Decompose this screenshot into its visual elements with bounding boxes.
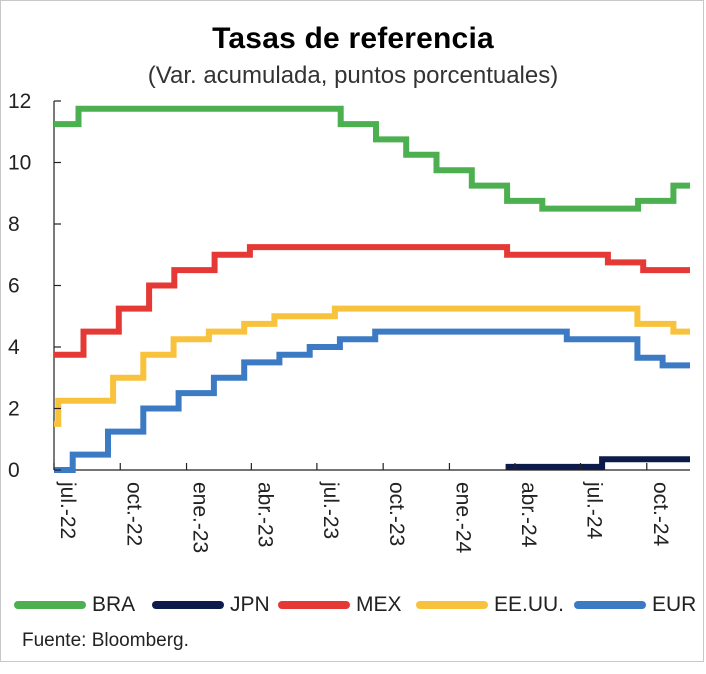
legend-label: JPN: [230, 593, 270, 616]
chart-frame: [0, 0, 704, 662]
legend-swatch: [152, 601, 224, 609]
y-tick-label: 4: [8, 336, 20, 359]
legend-item-jpn: JPN: [152, 590, 270, 620]
legend-swatch: [574, 601, 646, 609]
chart-legend: BRA JPN MEX EE.UU. EUR: [14, 590, 704, 620]
x-tick-label: abr.-23: [253, 482, 276, 547]
x-tick-label: abr.-24: [517, 482, 540, 548]
x-tick-label: ene.-24: [451, 482, 474, 554]
x-tick-label: ene.-23: [189, 482, 212, 553]
legend-item-eur: EUR: [574, 590, 696, 620]
y-tick-label: 2: [8, 398, 20, 421]
series-line-eur: [54, 328, 690, 473]
legend-item-bra: BRA: [14, 590, 135, 620]
series-line-eeuu: [54, 305, 690, 427]
legend-label: BRA: [92, 593, 136, 616]
legend-label: MEX: [356, 593, 402, 616]
y-tick-label: 10: [8, 152, 31, 175]
legend-label: EUR: [652, 593, 697, 616]
legend-item-eeuu: EE.UU.: [416, 590, 564, 620]
y-tick-label: 0: [8, 459, 20, 482]
x-tick-label: oct.-23: [385, 482, 408, 546]
legend-swatch: [14, 601, 86, 609]
legend-swatch: [278, 601, 350, 609]
legend-item-mex: MEX: [278, 590, 402, 620]
x-tick-label: oct.-24: [649, 482, 672, 547]
x-tick-label: jul.-24: [583, 481, 606, 540]
series-line-bra: [54, 105, 690, 212]
y-tick-label: 8: [8, 213, 20, 236]
legend-label: EE.UU.: [494, 593, 565, 616]
y-axis-ticks: 0 2 4 6 8 10 12: [8, 90, 61, 482]
chart-series: [54, 105, 690, 473]
legend-swatch: [416, 601, 488, 609]
series-line-mex: [54, 244, 690, 358]
y-tick-label: 6: [8, 275, 20, 298]
source-note: Fuente: Bloomberg.: [22, 630, 189, 651]
x-tick-label: oct.-22: [122, 482, 145, 546]
x-tick-label: jul.-23: [319, 481, 342, 539]
x-tick-label: jul.-22: [56, 481, 79, 539]
y-tick-label: 12: [8, 90, 31, 113]
chart-title: Tasas de referencia: [212, 22, 494, 55]
chart-subtitle: (Var. acumulada, puntos porcentuales): [147, 62, 559, 89]
x-axis-ticks: jul.-22 oct.-22 ene.-23 abr.-23 jul.-23 oct.-…: [53, 463, 672, 554]
series-line-jpn: [505, 456, 690, 470]
